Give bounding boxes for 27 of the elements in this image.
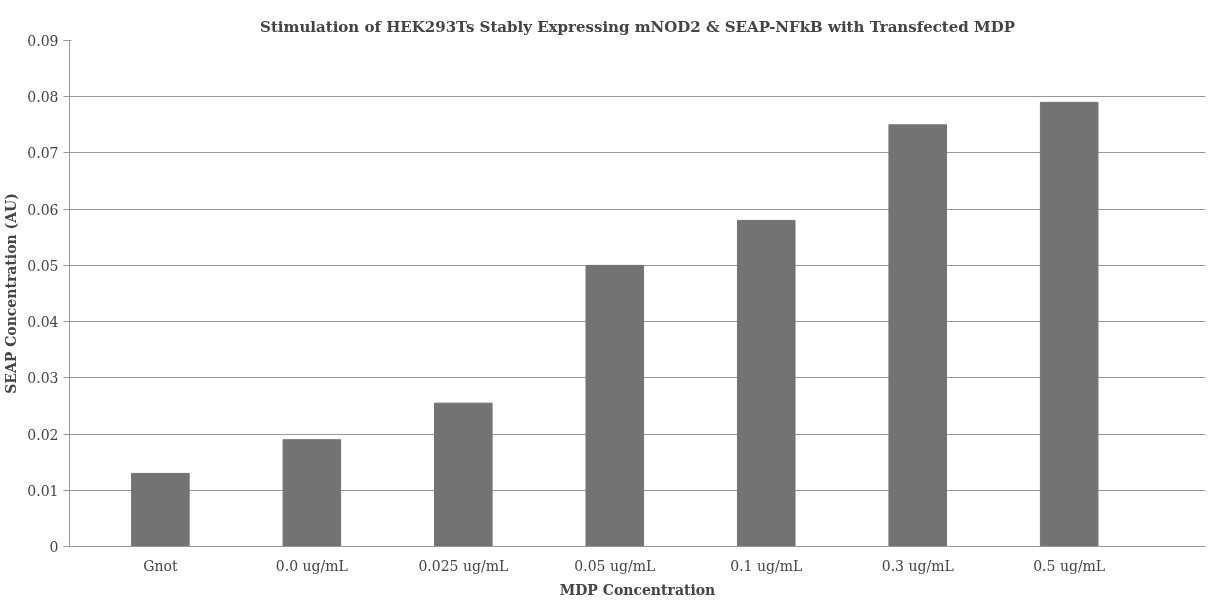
- y-tick-label: 0.04: [27, 314, 59, 331]
- bar: [585, 264, 645, 547]
- bar: [282, 439, 342, 547]
- x-tick-label: 0.1 ug/mL: [730, 557, 803, 574]
- y-axis-title: SEAP Concentration (AU): [3, 193, 20, 394]
- x-tick-label: 0.05 ug/mL: [574, 557, 656, 574]
- y-tick-label: 0.03: [27, 370, 59, 387]
- y-tick-label: 0.01: [27, 482, 59, 499]
- x-tick-label: 0.0 ug/mL: [275, 557, 348, 574]
- y-tick-label: 0: [49, 539, 59, 555]
- bar: [736, 219, 796, 547]
- bar: [1039, 101, 1099, 547]
- x-tick-label: 0.5 ug/mL: [1033, 557, 1106, 574]
- x-tick-label: 0.025 ug/mL: [418, 557, 509, 574]
- bar: [434, 402, 493, 547]
- y-tick-label: 0.02: [27, 426, 59, 443]
- x-axis-title: MDP Concentration: [559, 581, 716, 598]
- y-tick-label: 0.08: [27, 89, 59, 106]
- y-tick-label: 0.09: [27, 33, 59, 49]
- x-tick-label: 0.3 ug/mL: [881, 557, 954, 574]
- y-tick-label: 0.05: [27, 257, 59, 274]
- y-tick-label: 0.07: [27, 145, 59, 162]
- chart-title: Stimulation of HEK293Ts Stably Expressing mNOD2 & SEAP-NFkB with Transfected MDP: [260, 17, 1015, 36]
- bar: [888, 124, 947, 547]
- bar: [131, 472, 190, 547]
- y-tick-label: 0.06: [27, 201, 59, 218]
- x-tick-label: Gnot: [143, 557, 178, 574]
